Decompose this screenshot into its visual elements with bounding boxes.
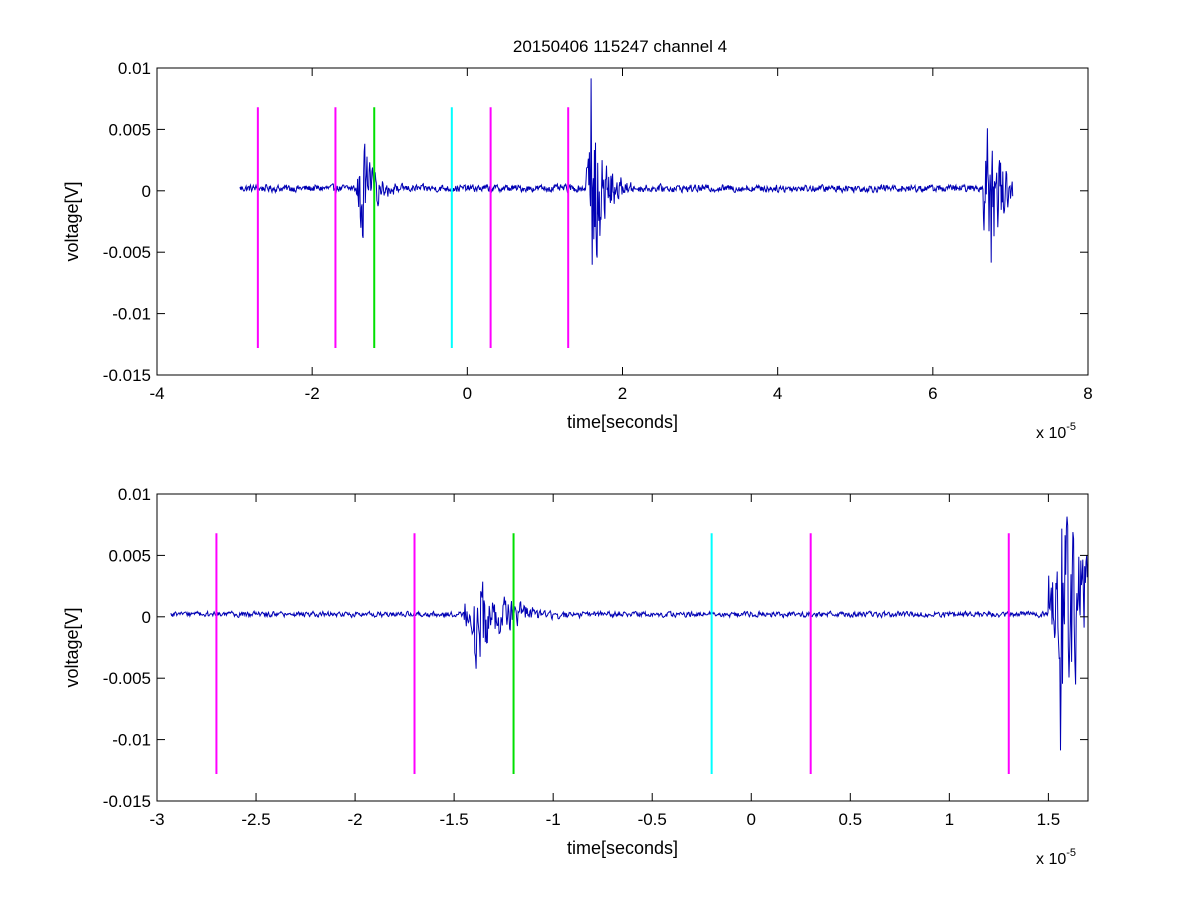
bottom-xtick-label: -1.5: [439, 810, 468, 829]
top-xtick-label: 0: [463, 384, 472, 403]
top-ytick-label: 0.005: [108, 120, 151, 139]
top-xtick-label: -2: [305, 384, 320, 403]
bottom-subplot-marks: [170, 516, 1089, 774]
top-ytick-label: -0.01: [112, 305, 151, 324]
bottom-xtick-label: -0.5: [638, 810, 667, 829]
top-xtick-label: 6: [928, 384, 937, 403]
bottom-xtick-label: -2: [348, 810, 363, 829]
top-xaxis-label: time[seconds]: [567, 412, 678, 432]
bottom-xtick-label: 1: [945, 810, 954, 829]
bottom-xtick-label: -2.5: [241, 810, 270, 829]
top-subplot-ticks: -4 -2 0 2 4 6 8 -0.015 -0.01 -0.005 0 0.005 0.01: [103, 59, 1093, 403]
bottom-xtick-label: 0.5: [838, 810, 862, 829]
top-ytick-label: 0: [142, 182, 151, 201]
bottom-ytick-label: -0.015: [103, 792, 151, 811]
bottom-ytick-label: -0.01: [112, 731, 151, 750]
bottom-xaxis-multiplier-base: x 10: [1036, 851, 1066, 868]
top-subplot-marks: [239, 78, 1014, 348]
top-signal-line: [239, 78, 1014, 265]
bottom-xtick-label: 0: [747, 810, 756, 829]
top-xaxis-multiplier-base: x 10: [1036, 425, 1066, 442]
bottom-ytick-label: -0.005: [103, 669, 151, 688]
bottom-subplot-ticks: -3 -2.5 -2 -1.5 -1 -0.5 0 0.5 1 1.5 -0.015 -0.01 -0.…: [103, 485, 1088, 829]
top-ytick-label: -0.015: [103, 366, 151, 385]
bottom-ytick-label: 0: [142, 608, 151, 627]
top-ytick-label: 0.01: [118, 59, 151, 78]
bottom-ytick-label: 0.005: [108, 546, 151, 565]
figure-title: 20150406 115247 channel 4: [513, 37, 727, 56]
bottom-xtick-label: -1: [546, 810, 561, 829]
top-xtick-label: 2: [618, 384, 627, 403]
top-xtick-label: -4: [149, 384, 164, 403]
top-xaxis-multiplier-exponent: -5: [1066, 421, 1076, 433]
bottom-ytick-label: 0.01: [118, 485, 151, 504]
bottom-xaxis-multiplier-exponent: -5: [1066, 847, 1076, 859]
top-xaxis-multiplier: x 10-5: [1036, 421, 1076, 442]
bottom-xtick-label: -3: [149, 810, 164, 829]
top-ytick-label: -0.005: [103, 243, 151, 262]
bottom-subplot-frame: [156, 493, 1089, 802]
top-subplot: -4 -2 0 2 4 6 8 -0.015 -0.01 -0.005 0 0.005 0.01 tim…: [62, 59, 1093, 442]
bottom-yaxis-label: voltage[V]: [62, 607, 82, 687]
top-yaxis-label: voltage[V]: [62, 181, 82, 261]
bottom-xaxis-label: time[seconds]: [567, 838, 678, 858]
top-xtick-label: 8: [1083, 384, 1092, 403]
bottom-subplot: -3 -2.5 -2 -1.5 -1 -0.5 0 0.5 1 1.5 -0.015 -0.01 -0.…: [62, 485, 1089, 868]
bottom-xtick-label: 1.5: [1037, 810, 1061, 829]
top-xtick-label: 4: [773, 384, 782, 403]
bottom-xaxis-multiplier: x 10-5: [1036, 847, 1076, 868]
bottom-signal-line: [170, 516, 1089, 751]
